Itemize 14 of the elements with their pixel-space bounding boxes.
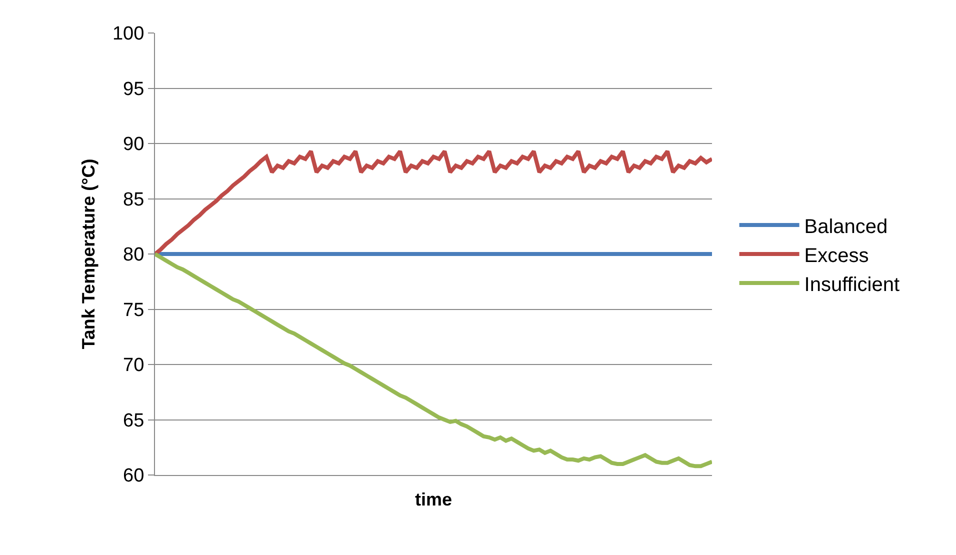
y-tick-label: 90 [123, 134, 144, 156]
y-tick-label: 95 [123, 78, 144, 100]
y-tick-label: 80 [123, 244, 144, 266]
y-tick-label: 65 [123, 410, 144, 432]
y-tick-label: 70 [123, 355, 144, 376]
legend-label: Insufficient [804, 274, 900, 296]
y-tick-label: 60 [123, 466, 144, 487]
y-tick-label: 85 [123, 189, 144, 210]
y-axis-title: Tank Temperature (°C) [78, 158, 99, 350]
y-tick-label: 75 [123, 300, 144, 321]
y-tick-label: 100 [112, 24, 144, 45]
legend-label: Balanced [804, 216, 888, 238]
x-axis-title: time [414, 490, 452, 510]
legend-label: Excess [804, 244, 869, 267]
